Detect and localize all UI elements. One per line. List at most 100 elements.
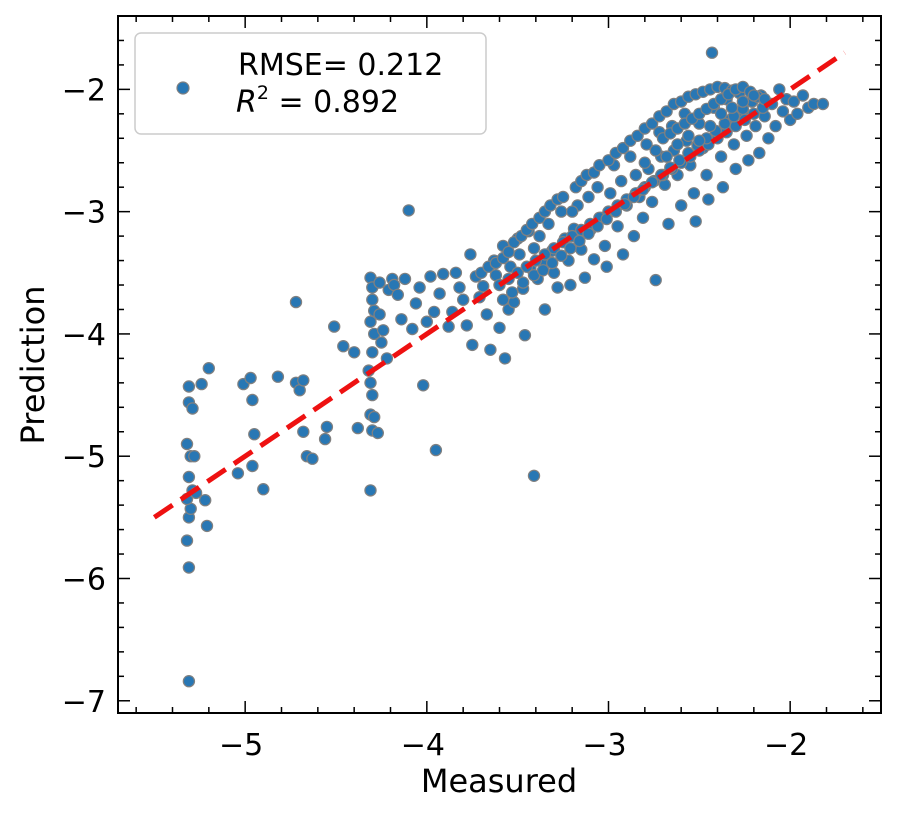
data-point xyxy=(406,322,419,336)
y-tick-label: −4 xyxy=(62,318,106,353)
data-point xyxy=(466,338,479,352)
data-point xyxy=(257,483,270,496)
data-point xyxy=(587,253,601,266)
data-point xyxy=(306,452,319,465)
legend-marker xyxy=(176,81,190,95)
data-point xyxy=(371,426,384,440)
data-point xyxy=(673,154,686,167)
data-point xyxy=(556,190,570,204)
data-point xyxy=(527,242,541,255)
data-point xyxy=(244,371,257,385)
data-point xyxy=(391,288,404,301)
data-point xyxy=(477,280,490,293)
data-point xyxy=(453,281,466,294)
data-point xyxy=(186,402,199,415)
data-point xyxy=(729,162,742,176)
data-point xyxy=(725,101,739,114)
y-tick-label: −7 xyxy=(62,685,106,720)
data-point xyxy=(348,346,361,359)
data-point xyxy=(424,270,437,283)
data-point xyxy=(398,272,412,286)
data-point xyxy=(604,187,617,200)
data-point xyxy=(373,276,386,289)
y-axis-label: Prediction xyxy=(14,286,52,445)
data-point xyxy=(248,428,261,441)
data-point xyxy=(493,321,506,334)
data-point xyxy=(769,119,782,133)
data-point xyxy=(700,168,713,182)
data-point xyxy=(640,138,653,151)
data-point xyxy=(742,154,755,167)
data-point xyxy=(624,150,637,163)
x-tick-label: −4 xyxy=(401,728,445,763)
data-point xyxy=(413,281,426,294)
y-tick-label: −5 xyxy=(62,440,106,475)
data-point xyxy=(297,374,310,387)
data-point xyxy=(693,134,706,147)
data-point xyxy=(649,273,662,287)
data-point xyxy=(198,494,212,507)
x-tick-label: −5 xyxy=(219,728,263,763)
data-point xyxy=(202,362,215,375)
data-point xyxy=(773,83,786,96)
data-point xyxy=(480,308,493,321)
x-tick-label: −3 xyxy=(582,728,626,763)
data-point xyxy=(180,437,194,451)
data-point xyxy=(364,484,377,497)
data-point xyxy=(246,393,259,407)
data-point xyxy=(182,675,196,688)
data-point xyxy=(787,95,801,108)
data-point xyxy=(671,138,684,151)
data-point xyxy=(714,107,728,121)
data-point xyxy=(502,245,515,259)
data-point xyxy=(518,329,532,342)
data-point xyxy=(705,46,719,59)
data-point xyxy=(747,89,761,102)
data-point xyxy=(573,234,586,248)
data-point xyxy=(762,132,775,145)
data-point xyxy=(740,129,753,142)
data-point xyxy=(188,450,201,463)
data-point xyxy=(791,107,804,121)
data-point xyxy=(714,150,728,163)
data-point xyxy=(689,215,702,228)
data-point xyxy=(527,469,541,482)
data-point xyxy=(564,242,577,255)
data-point xyxy=(195,377,208,391)
data-point xyxy=(566,205,579,218)
data-point xyxy=(600,260,613,273)
data-point xyxy=(420,315,433,328)
legend-rmse-text: RMSE= 0.212 xyxy=(238,48,443,83)
data-point xyxy=(373,308,386,321)
data-point xyxy=(200,519,214,533)
data-point xyxy=(377,324,390,337)
data-point xyxy=(351,421,364,435)
data-point xyxy=(753,146,766,160)
data-point xyxy=(364,315,377,328)
data-point xyxy=(496,293,510,306)
data-point xyxy=(366,388,379,402)
data-point xyxy=(182,470,196,484)
data-point xyxy=(366,346,379,359)
data-point xyxy=(231,467,245,480)
data-point xyxy=(645,195,659,209)
data-point xyxy=(649,144,662,157)
data-point xyxy=(437,267,450,281)
data-point xyxy=(484,343,497,356)
data-point xyxy=(598,239,612,253)
data-point xyxy=(427,305,441,319)
data-point xyxy=(555,249,568,262)
data-point xyxy=(320,420,334,434)
data-point xyxy=(433,287,446,300)
data-point xyxy=(796,89,810,102)
data-point xyxy=(749,119,762,133)
data-point xyxy=(629,168,643,182)
data-point xyxy=(555,205,568,218)
data-point xyxy=(538,303,552,316)
data-point xyxy=(616,248,630,261)
tick-labels: −5 −4 −3 −2 −7 −6 −5 −4 −3 −2 xyxy=(62,73,809,763)
data-point xyxy=(442,320,455,333)
data-point xyxy=(395,313,408,326)
identity-reference-line xyxy=(152,50,847,520)
